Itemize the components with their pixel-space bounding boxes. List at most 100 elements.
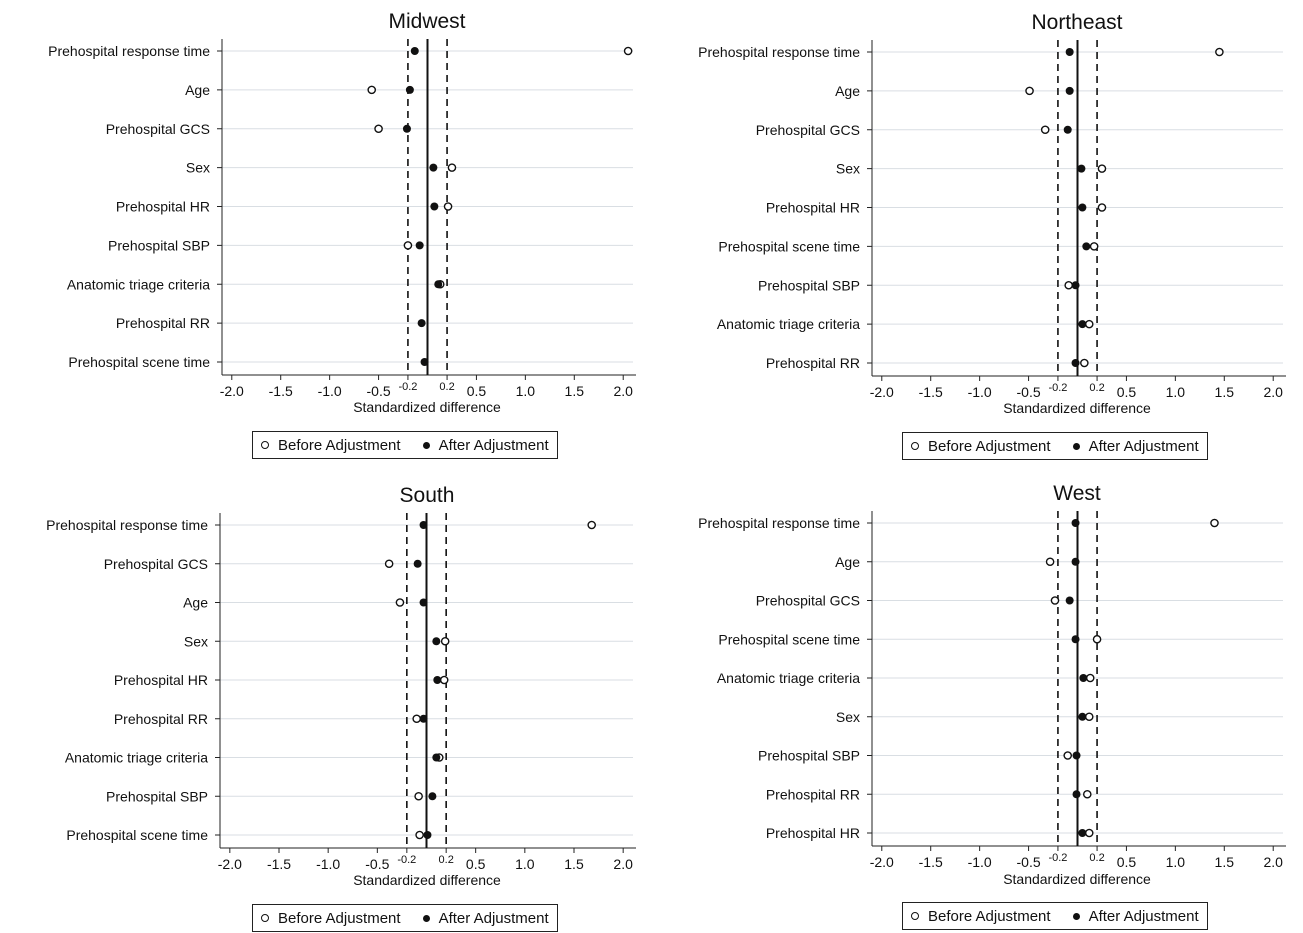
- point-before-adjustment: [443, 202, 453, 211]
- point-after-adjustment: [430, 202, 439, 211]
- x-tick-label: 1.0: [515, 856, 535, 872]
- point-after-adjustment: [434, 280, 443, 289]
- category-label: Prehospital RR: [114, 711, 208, 727]
- x-tick-label: -1.5: [919, 854, 943, 870]
- point-after-adjustment: [1077, 164, 1086, 173]
- x-tick-label: 2.0: [1263, 854, 1283, 870]
- chart-title: Northeast: [1031, 11, 1122, 34]
- category-label: Age: [835, 83, 860, 99]
- point-before-adjustment: [1082, 789, 1092, 799]
- point-after-adjustment: [1071, 281, 1080, 290]
- point-before-adjustment: [1215, 47, 1224, 57]
- point-after-adjustment: [1078, 712, 1087, 721]
- point-after-adjustment: [428, 792, 437, 801]
- point-before-adjustment: [1089, 242, 1099, 251]
- x-tick-label: 1.0: [1166, 854, 1186, 870]
- point-before-adjustment: [1085, 673, 1095, 683]
- category-label: Sex: [184, 633, 208, 649]
- category-label: Prehospital GCS: [104, 556, 208, 572]
- x-tick-label: -1.0: [968, 384, 992, 400]
- point-after-adjustment: [410, 47, 419, 55]
- x-axis-label: Standardized difference: [353, 399, 501, 415]
- category-label: Age: [183, 595, 208, 611]
- category-label: Prehospital RR: [766, 355, 860, 371]
- legend-label-before: Before Adjustment: [928, 437, 1051, 455]
- point-after-adjustment: [432, 753, 441, 762]
- legend: Before Adjustment After Adjustment: [902, 432, 1208, 460]
- category-label: Prehospital HR: [766, 200, 860, 216]
- x-tick-label: 0.2: [439, 854, 454, 866]
- legend-entry-before: Before Adjustment: [261, 437, 401, 454]
- category-label: Prehospital SBP: [758, 748, 860, 764]
- point-after-adjustment: [1082, 242, 1091, 251]
- x-tick-label: -0.5: [365, 856, 389, 872]
- legend-label-after: After Adjustment: [438, 436, 549, 454]
- category-label: Prehospital GCS: [756, 593, 860, 609]
- category-label: Anatomic triage criteria: [67, 276, 210, 292]
- point-before-adjustment: [403, 241, 413, 250]
- point-after-adjustment: [1065, 596, 1074, 605]
- point-before-adjustment: [367, 85, 377, 95]
- point-after-adjustment: [1079, 674, 1088, 682]
- point-before-adjustment: [1040, 125, 1050, 135]
- point-before-adjustment: [447, 163, 457, 172]
- category-label: Prehospital GCS: [106, 121, 210, 137]
- category-label: Sex: [836, 709, 860, 725]
- point-after-adjustment: [415, 241, 424, 250]
- x-tick-label: 0.5: [1117, 384, 1137, 400]
- x-axis-label: Standardized difference: [1003, 400, 1151, 416]
- point-after-adjustment: [433, 676, 442, 684]
- point-after-adjustment: [1072, 751, 1081, 760]
- point-after-adjustment: [1078, 203, 1087, 212]
- x-axis-label: Standardized difference: [1003, 871, 1151, 887]
- point-after-adjustment: [419, 714, 428, 723]
- point-after-adjustment: [429, 163, 438, 172]
- chart-title: South: [400, 484, 455, 507]
- x-tick-label: -0.2: [397, 854, 416, 866]
- x-tick-label: -0.5: [367, 383, 391, 399]
- point-after-adjustment: [420, 358, 429, 366]
- point-after-adjustment: [1071, 635, 1080, 644]
- x-tick-label: 0.2: [1089, 382, 1104, 394]
- point-before-adjustment: [1045, 557, 1055, 567]
- category-label: Prehospital GCS: [756, 122, 860, 138]
- point-after-adjustment: [423, 831, 432, 839]
- x-tick-label: 0.2: [439, 381, 454, 393]
- filled-circle-icon: [1072, 912, 1080, 920]
- point-after-adjustment: [1078, 829, 1087, 837]
- point-before-adjustment: [1097, 164, 1107, 173]
- x-tick-label: -2.0: [218, 856, 242, 872]
- x-tick-label: 2.0: [613, 856, 633, 872]
- x-tick-label: -1.5: [919, 384, 943, 400]
- category-label: Age: [835, 554, 860, 570]
- x-tick-label: -0.2: [1048, 382, 1067, 394]
- x-tick-label: 1.5: [565, 383, 585, 399]
- point-before-adjustment: [1025, 86, 1034, 96]
- legend-entry-after: After Adjustment: [1072, 908, 1199, 925]
- x-tick-label: 1.5: [1215, 384, 1235, 400]
- category-label: Prehospital response time: [48, 43, 210, 59]
- category-label: Anatomic triage criteria: [717, 670, 860, 686]
- category-label: Prehospital response time: [698, 515, 860, 531]
- filled-circle-icon: [422, 441, 430, 449]
- point-after-adjustment: [419, 598, 428, 607]
- x-tick-label: 0.5: [466, 856, 486, 872]
- point-after-adjustment: [432, 637, 441, 646]
- point-before-adjustment: [1084, 712, 1094, 722]
- x-tick-label: 2.0: [1263, 384, 1283, 400]
- category-label: Prehospital RR: [766, 786, 860, 802]
- category-label: Anatomic triage criteria: [717, 316, 860, 332]
- category-label: Prehospital response time: [698, 44, 860, 60]
- point-after-adjustment: [1065, 48, 1074, 56]
- point-before-adjustment: [384, 559, 394, 569]
- chart-title: West: [1053, 482, 1101, 505]
- point-before-adjustment: [414, 791, 423, 801]
- legend-entry-before: Before Adjustment: [261, 910, 401, 927]
- point-after-adjustment: [1072, 790, 1081, 799]
- x-tick-label: -1.0: [968, 854, 992, 870]
- point-after-adjustment: [405, 85, 414, 94]
- category-label: Age: [185, 82, 210, 98]
- point-after-adjustment: [419, 521, 428, 529]
